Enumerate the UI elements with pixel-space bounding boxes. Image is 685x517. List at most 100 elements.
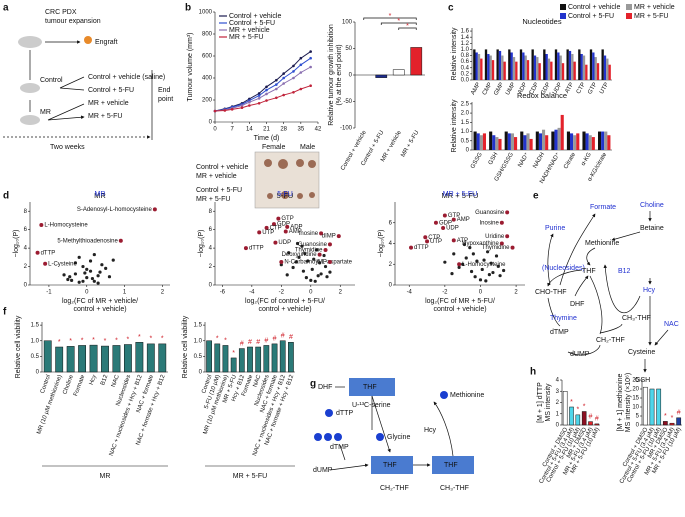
diagram-node: THF — [444, 462, 458, 469]
point-label: Deoxyuridine — [282, 252, 318, 258]
y-tick-label: 600 — [202, 54, 213, 60]
diagram-node: Purine — [545, 225, 565, 232]
point — [240, 104, 244, 107]
point — [96, 281, 100, 285]
x-tick-label: -6 — [220, 290, 226, 296]
point — [275, 78, 278, 82]
highlight-point — [39, 223, 44, 228]
y-tick-label: 4 — [556, 378, 560, 384]
diagram-node: THF — [363, 384, 377, 391]
annotation: # — [248, 339, 252, 346]
annotation: * — [161, 336, 164, 343]
point — [486, 250, 490, 254]
point — [464, 256, 468, 260]
point — [318, 261, 322, 265]
bar — [523, 135, 527, 150]
diagram-node: CH₃-THF — [440, 485, 469, 492]
annotation: # — [289, 334, 293, 341]
panel-letter: d — [3, 191, 9, 202]
annotation: # — [589, 413, 593, 420]
legend-swatch — [560, 13, 566, 19]
y-tick-label: 1.6 — [461, 29, 470, 35]
x-tick-label: NADH — [532, 152, 546, 170]
label: CRC PDX — [45, 9, 77, 16]
highlight-point — [441, 225, 446, 230]
bar — [601, 131, 605, 150]
bar — [78, 345, 87, 373]
bar — [473, 49, 476, 80]
panel-e-arrows — [547, 211, 669, 373]
point — [73, 272, 78, 276]
point-label: dTTP — [414, 245, 429, 251]
point — [461, 262, 465, 266]
legend-label: MR + 5-FU — [634, 13, 668, 20]
diagram-node: DHF — [318, 384, 332, 391]
bar — [543, 49, 546, 80]
y-tick-label: 2.0 — [461, 111, 470, 117]
annotation: * — [664, 413, 667, 420]
bar — [598, 131, 602, 150]
label: Engraft — [95, 39, 118, 46]
highlight-point — [243, 246, 248, 251]
x-tick-label: 35 — [297, 127, 304, 133]
point-label: dTTP — [41, 250, 56, 256]
y-tick-label: 0 — [36, 370, 40, 376]
annotation: # — [264, 337, 268, 344]
bar — [507, 133, 511, 150]
point — [282, 72, 285, 75]
point — [275, 96, 278, 100]
point — [475, 259, 479, 263]
y-tick-label: 0 — [556, 423, 560, 429]
legend-swatch — [560, 4, 566, 10]
bar — [89, 344, 98, 373]
significance-bracket — [363, 17, 417, 20]
label: MR + 5-FU — [196, 196, 230, 203]
point — [257, 97, 261, 100]
point — [309, 50, 312, 53]
point — [265, 85, 268, 89]
point — [100, 263, 104, 267]
bar — [498, 138, 502, 150]
bar — [504, 131, 508, 150]
point — [291, 265, 295, 270]
series-line — [214, 66, 311, 112]
bar — [649, 388, 655, 426]
point — [275, 83, 278, 86]
bar — [538, 133, 542, 150]
highlight-point — [409, 245, 414, 250]
y-tick-label: 0 — [209, 120, 213, 126]
x-tick-label: CMP — [482, 82, 494, 97]
point — [487, 273, 491, 277]
point — [471, 252, 475, 256]
x-axis-label: log₂(FC of MR + 5-FU/ — [425, 298, 495, 305]
bar — [594, 423, 600, 426]
bar — [479, 135, 483, 150]
point — [304, 276, 308, 280]
point — [68, 275, 72, 279]
point-label: ADP — [290, 224, 302, 230]
y-tick-label: 4 — [24, 246, 28, 252]
bar — [581, 411, 587, 426]
point-label: GDP — [439, 220, 452, 226]
y-tick-label: 6 — [24, 227, 28, 233]
point — [88, 269, 93, 273]
highlight-point — [257, 230, 262, 235]
diagram-node: Hcy — [424, 427, 437, 434]
point — [73, 261, 78, 265]
annotation: # — [595, 416, 599, 423]
annotation: * — [58, 339, 61, 346]
diagram-node: Glycine — [387, 434, 410, 441]
y-tick-label: 0.2 — [461, 71, 470, 77]
point — [309, 278, 313, 282]
point-label: AMP — [457, 217, 470, 223]
x-tick-label: 14 — [246, 127, 253, 133]
bar — [271, 343, 278, 373]
label: MR + vehicle — [196, 173, 237, 180]
bar — [123, 344, 132, 373]
point — [213, 109, 217, 113]
x-tick-label: 2 — [339, 290, 343, 296]
point-label: GDP — [277, 222, 290, 228]
x-axis-label: control + vehicle) — [433, 306, 486, 313]
significance-bracket — [398, 27, 417, 30]
bar — [569, 406, 574, 426]
